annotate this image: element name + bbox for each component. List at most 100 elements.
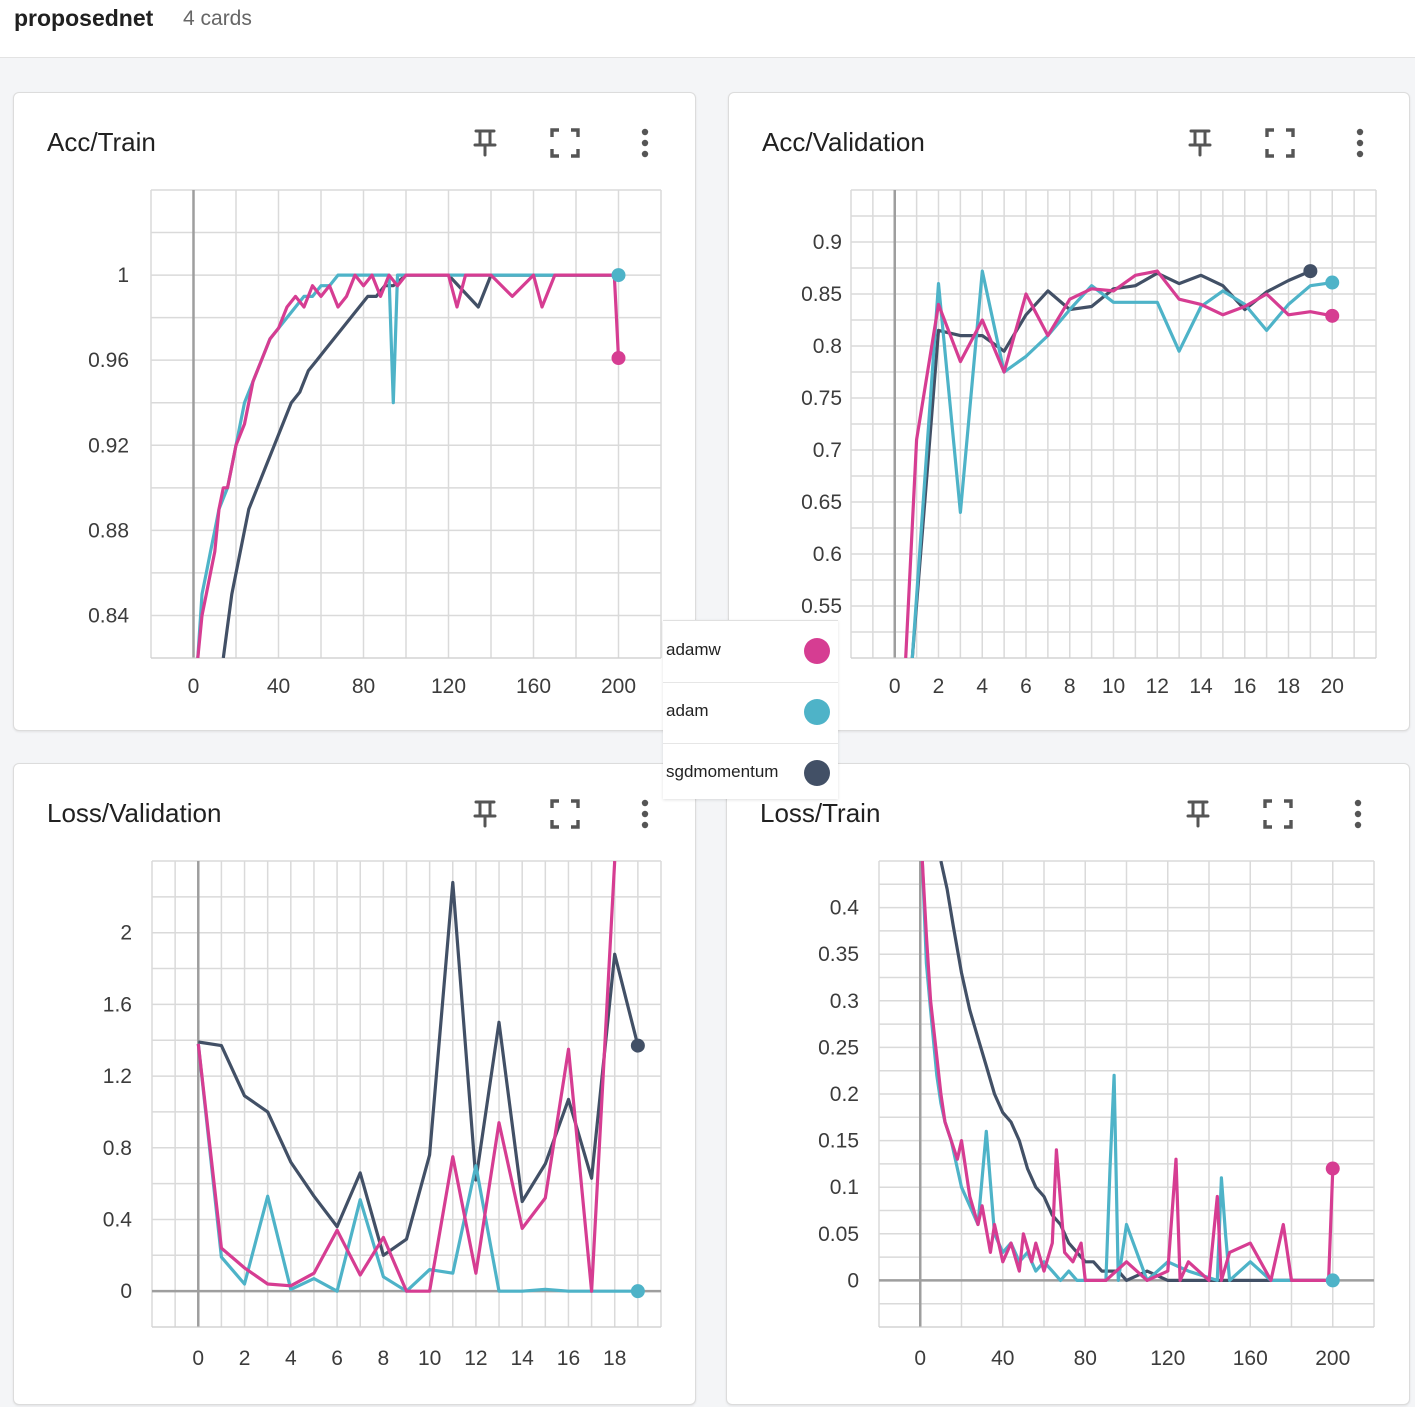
pin-button[interactable] — [1178, 794, 1218, 834]
card-title: Loss/Validation — [47, 798, 222, 828]
fullscreen-icon — [545, 794, 585, 834]
x-tick-label: 2 — [239, 1347, 251, 1370]
y-tick-label: 0.96 — [88, 349, 129, 372]
group-title: proposednet — [14, 5, 154, 31]
chart-plot: 0 40 80 120 160 200 0.84 0.88 0.92 0.96 1 — [88, 189, 662, 698]
group-header: proposednet 4 cards — [0, 0, 1415, 58]
card-actions — [455, 123, 695, 163]
card-title: Loss/Train — [760, 798, 881, 828]
legend-item-adam: adam — [663, 682, 838, 744]
series-line-adam — [920, 861, 1333, 1283]
x-tick-label: 200 — [601, 675, 636, 698]
grid — [850, 189, 1377, 659]
fullscreen-button[interactable] — [1258, 794, 1298, 834]
x-tick-label: 18 — [1277, 675, 1300, 698]
x-tick-label: 14 — [1189, 675, 1213, 698]
series-end-marker-adam — [1325, 1273, 1340, 1288]
x-tick-label: 2 — [933, 675, 945, 698]
card-actions — [1169, 123, 1409, 163]
chart-plot: 0 40 80 120 160 200 0 0.05 0.1 0.15 0.2 0.25 0.3 0.35… — [818, 860, 1375, 1370]
y-tick-label: 1.2 — [103, 1065, 132, 1088]
pin-icon — [465, 123, 505, 163]
x-tick-label: 40 — [991, 1347, 1014, 1370]
chart-plot: 0 2 4 6 8 10 12 14 16 18 0 0.4 0.8 1.2 1.6 2 — [103, 860, 662, 1370]
pin-button[interactable] — [465, 123, 505, 163]
y-tick-label: 0.15 — [818, 1130, 859, 1153]
pin-button[interactable] — [465, 794, 505, 834]
y-tick-label: 0.55 — [801, 595, 842, 618]
y-tick-label: 0 — [847, 1269, 859, 1292]
x-tick-label: 0 — [914, 1347, 926, 1370]
series-line-adamw — [904, 269, 1333, 658]
x-tick-label: 10 — [418, 1347, 441, 1370]
x-tick-label: 20 — [1321, 675, 1344, 698]
x-tick-label: 6 — [331, 1347, 343, 1370]
more-menu-button[interactable] — [1338, 794, 1378, 834]
series-line-adamw — [196, 861, 617, 1293]
y-tick-label: 0.9 — [813, 231, 842, 254]
fullscreen-button[interactable] — [1260, 123, 1300, 163]
y-tick-label: 0.35 — [818, 943, 859, 966]
series-line-adamw — [920, 861, 1335, 1283]
x-tick-label: 80 — [1074, 1347, 1097, 1370]
y-tick-label: 1 — [117, 264, 129, 287]
x-tick-label: 0 — [188, 675, 200, 698]
series-end-marker-sgdmomentum — [630, 1038, 645, 1053]
series-line-sgdmomentum — [221, 273, 619, 658]
more-vert-icon — [625, 794, 665, 834]
chart-plot: 0 2 4 6 8 10 12 14 16 18 20 0.55 0.6 0.65 0.7 0.75 0.8 0.… — [801, 189, 1377, 698]
x-tick-label: 12 — [1146, 675, 1169, 698]
y-tick-label: 0.25 — [818, 1036, 859, 1059]
x-tick-label: 10 — [1102, 675, 1125, 698]
y-tick-label: 0.84 — [88, 604, 129, 627]
fullscreen-icon — [1258, 794, 1298, 834]
card-title: Acc/Train — [47, 127, 156, 157]
y-tick-label: 0.05 — [818, 1223, 859, 1246]
legend-label: adamw — [666, 640, 721, 659]
fullscreen-button[interactable] — [545, 123, 585, 163]
x-tick-label: 4 — [285, 1347, 297, 1370]
more-menu-button[interactable] — [1340, 123, 1380, 163]
legend-swatch — [804, 760, 830, 786]
y-tick-label: 0.75 — [801, 387, 842, 410]
series-end-marker-adamw — [1325, 308, 1340, 323]
pin-button[interactable] — [1180, 123, 1220, 163]
x-tick-label: 160 — [516, 675, 551, 698]
x-tick-label: 0 — [192, 1347, 204, 1370]
x-tick-label: 8 — [378, 1347, 390, 1370]
pin-icon — [1178, 794, 1218, 834]
series-line-adam — [196, 1043, 638, 1293]
more-vert-icon — [1340, 123, 1380, 163]
x-tick-label: 200 — [1315, 1347, 1350, 1370]
fullscreen-button[interactable] — [545, 794, 585, 834]
pin-icon — [465, 794, 505, 834]
chart-card-loss-train: Loss/Train 0 40 80 120 160 200 0 0.05 0.1 0.15 0.2 0… — [726, 763, 1410, 1405]
y-tick-label: 0.7 — [813, 439, 842, 462]
grid — [151, 860, 662, 1328]
x-tick-label: 6 — [1020, 675, 1032, 698]
y-tick-label: 0.6 — [813, 543, 842, 566]
card-count: 4 cards — [183, 7, 252, 30]
chart-card-loss-validation: Loss/Validation 0 2 4 6 8 10 12 14 16 18 0 0.4 0.8 1.2… — [13, 763, 696, 1405]
series-line-adam — [910, 269, 1333, 658]
more-menu-button[interactable] — [625, 794, 665, 834]
x-tick-label: 120 — [1150, 1347, 1185, 1370]
x-tick-label: 14 — [511, 1347, 535, 1370]
y-tick-label: 0.85 — [801, 283, 842, 306]
y-tick-label: 0.65 — [801, 491, 842, 514]
x-tick-label: 80 — [352, 675, 375, 698]
series-end-marker-adamw — [1325, 1161, 1340, 1176]
y-tick-label: 0.88 — [88, 519, 129, 542]
more-menu-button[interactable] — [625, 123, 665, 163]
y-tick-label: 0.4 — [830, 897, 860, 920]
y-tick-label: 0.1 — [830, 1176, 859, 1199]
legend-swatch — [804, 638, 830, 664]
series-line-adam — [196, 273, 619, 658]
x-tick-label: 16 — [1233, 675, 1256, 698]
y-tick-label: 0.4 — [103, 1208, 133, 1231]
card-actions — [1169, 794, 1409, 834]
x-tick-label: 120 — [431, 675, 466, 698]
series-end-marker-sgdmomentum — [1303, 264, 1318, 279]
legend-item-sgdmomentum: sgdmomentum — [663, 743, 838, 804]
x-tick-label: 40 — [267, 675, 290, 698]
